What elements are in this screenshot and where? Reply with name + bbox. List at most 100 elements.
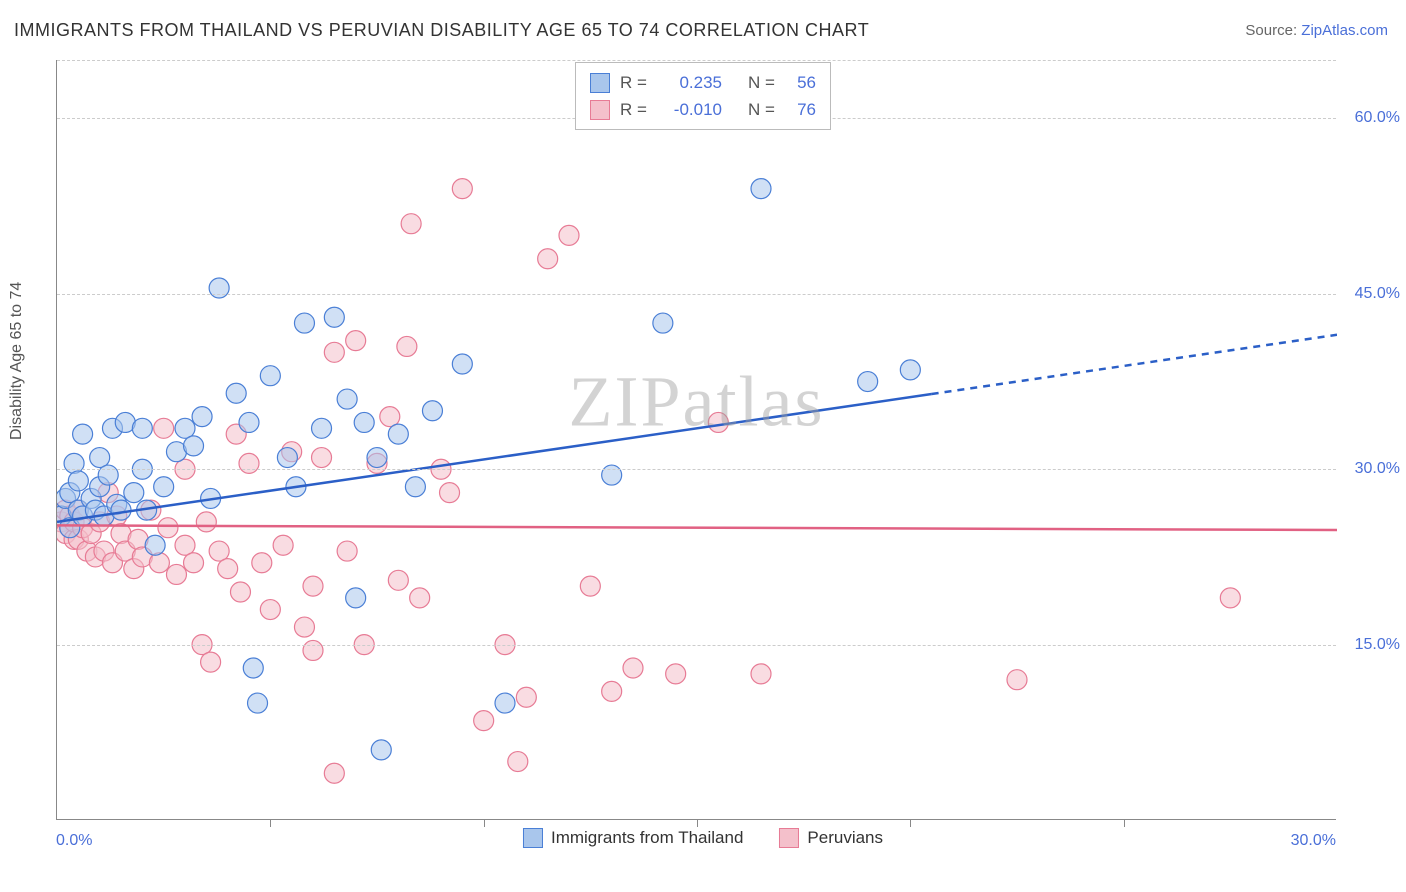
scatter-point xyxy=(371,740,391,760)
scatter-point xyxy=(354,412,374,432)
scatter-point xyxy=(324,307,344,327)
y-axis-label: Disability Age 65 to 74 xyxy=(8,282,26,440)
gridline xyxy=(57,645,1336,646)
series-legend-label: Immigrants from Thailand xyxy=(551,828,743,848)
legend-swatch xyxy=(590,100,610,120)
scatter-point xyxy=(273,535,293,555)
scatter-point xyxy=(68,471,88,491)
y-tick-label: 45.0% xyxy=(1344,285,1400,303)
scatter-point xyxy=(175,418,195,438)
scatter-point xyxy=(516,687,536,707)
scatter-point xyxy=(294,617,314,637)
scatter-point xyxy=(1007,670,1027,690)
scatter-point xyxy=(337,389,357,409)
gridline xyxy=(57,469,1336,470)
scatter-point xyxy=(346,331,366,351)
scatter-point xyxy=(184,436,204,456)
scatter-point xyxy=(559,225,579,245)
x-tick xyxy=(484,819,485,827)
scatter-point xyxy=(397,336,417,356)
scatter-point xyxy=(346,588,366,608)
r-label: R = xyxy=(620,69,650,96)
scatter-point xyxy=(623,658,643,678)
scatter-point xyxy=(260,366,280,386)
scatter-point xyxy=(508,752,528,772)
series-legend: Immigrants from Thailand Peruvians xyxy=(523,828,883,848)
gridline xyxy=(57,60,1336,61)
scatter-point xyxy=(303,576,323,596)
regression-line-peruvians xyxy=(57,525,1337,530)
legend-swatch xyxy=(523,828,543,848)
scatter-point xyxy=(602,681,622,701)
scatter-point xyxy=(226,383,246,403)
scatter-svg xyxy=(57,60,1337,820)
y-tick-label: 15.0% xyxy=(1344,636,1400,654)
scatter-point xyxy=(230,582,250,602)
scatter-point xyxy=(184,553,204,573)
scatter-point xyxy=(452,179,472,199)
scatter-point xyxy=(1220,588,1240,608)
scatter-point xyxy=(388,570,408,590)
scatter-point xyxy=(312,448,332,468)
scatter-point xyxy=(90,448,110,468)
scatter-point xyxy=(154,418,174,438)
scatter-point xyxy=(380,407,400,427)
scatter-point xyxy=(132,418,152,438)
series-legend-item: Immigrants from Thailand xyxy=(523,828,743,848)
scatter-point xyxy=(495,693,515,713)
scatter-point xyxy=(252,553,272,573)
x-axis-max-label: 30.0% xyxy=(1291,832,1336,850)
source-attribution: Source: ZipAtlas.com xyxy=(1245,22,1388,39)
n-label: N = xyxy=(748,96,776,123)
stats-legend-row: R =-0.010N =76 xyxy=(590,96,816,123)
scatter-point xyxy=(218,559,238,579)
stats-legend-row: R =0.235N =56 xyxy=(590,69,816,96)
source-link[interactable]: ZipAtlas.com xyxy=(1301,22,1388,39)
scatter-point xyxy=(73,424,93,444)
scatter-point xyxy=(751,664,771,684)
scatter-point xyxy=(440,483,460,503)
scatter-point xyxy=(337,541,357,561)
scatter-point xyxy=(452,354,472,374)
scatter-point xyxy=(201,652,221,672)
regression-line-thailand-solid xyxy=(57,394,932,522)
chart-title: IMMIGRANTS FROM THAILAND VS PERUVIAN DIS… xyxy=(14,20,869,41)
n-value: 56 xyxy=(786,69,816,96)
scatter-point xyxy=(405,477,425,497)
y-tick-label: 30.0% xyxy=(1344,460,1400,478)
scatter-point xyxy=(248,693,268,713)
scatter-point xyxy=(422,401,442,421)
stats-legend: R =0.235N =56R =-0.010N =76 xyxy=(575,62,831,130)
scatter-point xyxy=(666,664,686,684)
legend-swatch xyxy=(779,828,799,848)
scatter-point xyxy=(410,588,430,608)
scatter-point xyxy=(401,214,421,234)
legend-swatch xyxy=(590,73,610,93)
scatter-point xyxy=(154,477,174,497)
scatter-point xyxy=(900,360,920,380)
scatter-point xyxy=(602,465,622,485)
scatter-point xyxy=(124,483,144,503)
series-legend-label: Peruvians xyxy=(807,828,883,848)
scatter-point xyxy=(145,535,165,555)
scatter-point xyxy=(111,500,131,520)
scatter-point xyxy=(209,278,229,298)
x-tick xyxy=(910,819,911,827)
scatter-point xyxy=(239,412,259,432)
r-label: R = xyxy=(620,96,650,123)
scatter-point xyxy=(474,711,494,731)
r-value: 0.235 xyxy=(660,69,722,96)
scatter-point xyxy=(367,448,387,468)
scatter-point xyxy=(175,535,195,555)
scatter-point xyxy=(312,418,332,438)
scatter-point xyxy=(64,453,84,473)
scatter-point xyxy=(243,658,263,678)
x-tick xyxy=(270,819,271,827)
regression-line-thailand-dashed xyxy=(932,335,1337,394)
scatter-point xyxy=(158,518,178,538)
series-legend-item: Peruvians xyxy=(779,828,883,848)
n-value: 76 xyxy=(786,96,816,123)
scatter-point xyxy=(209,541,229,561)
scatter-point xyxy=(580,576,600,596)
source-label: Source: xyxy=(1245,22,1297,39)
